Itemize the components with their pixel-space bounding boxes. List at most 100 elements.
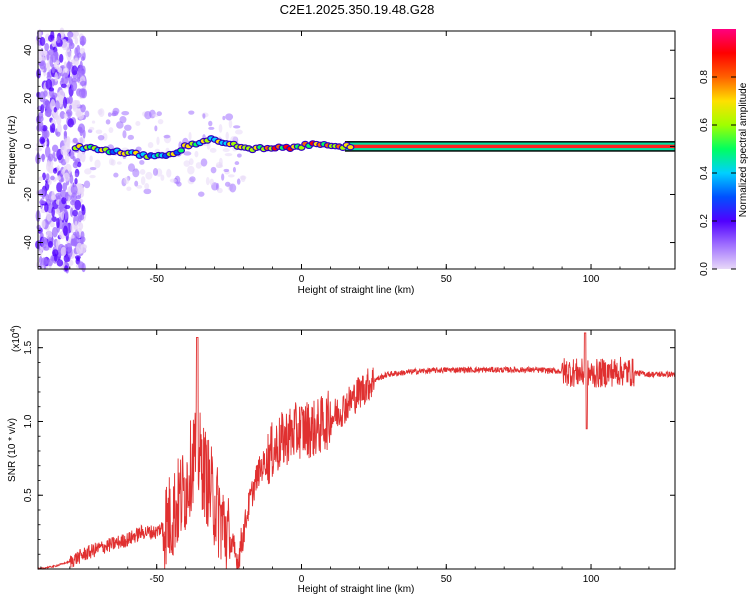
spectrogram-cell — [56, 35, 61, 44]
spectrogram-cell — [73, 57, 79, 66]
spectrogram-cell — [38, 249, 43, 257]
spectrogram-cell — [202, 113, 206, 119]
y-tick-label: 20 — [23, 92, 34, 104]
spectrogram-cell — [70, 234, 75, 240]
spectrogram-cell — [36, 224, 41, 230]
spectrogram-cell — [126, 186, 132, 192]
spectrogram-cell — [80, 56, 85, 61]
spectrogram-cell — [55, 208, 61, 214]
spectrogram-cell — [98, 108, 105, 117]
snr-y-label: SNR (10 * v/v) — [7, 418, 18, 482]
colorbar-tick-label: 0.0 — [699, 262, 710, 276]
ridge-core — [344, 144, 675, 149]
spectrogram-cell — [144, 110, 152, 120]
spectrogram-cell — [44, 110, 52, 117]
spectrogram-cell — [51, 206, 55, 218]
colorbar-ticks: 0.0 0.2 0.4 0.6 0.8 — [699, 70, 736, 276]
spectrogram-cell — [134, 180, 139, 187]
spectrogram-cell — [105, 119, 111, 125]
spectrogram-cell — [40, 138, 46, 144]
snr-y-axis: 0.5 1.0 1.5 — [23, 340, 675, 555]
spectrogram-cell — [69, 104, 73, 110]
spectrogram-cell — [240, 175, 246, 183]
spectrogram-cell — [74, 172, 79, 178]
spectrogram-cell — [77, 184, 83, 193]
spectrogram-cell — [51, 53, 57, 63]
spectrogram-cell — [75, 195, 82, 200]
x-tick-label: 50 — [441, 274, 453, 285]
y-tick-label: -40 — [23, 235, 34, 250]
spectrogram-cell — [79, 47, 86, 54]
spectrogram-cell — [80, 231, 85, 240]
spectrogram-cell — [70, 192, 77, 203]
spectrogram-cell — [68, 76, 73, 85]
ridge-cell — [347, 145, 354, 150]
spectrogram-panel: -50 0 50 100 -40 -20 0 20 40 Height of straight… — [7, 27, 676, 296]
spectrogram-cell — [157, 118, 164, 125]
spectrogram-cell — [208, 126, 215, 130]
spectrogram-cell — [89, 126, 95, 131]
spectrogram-cell — [60, 83, 67, 88]
spectrogram-cell — [63, 61, 67, 68]
spectrogram-cell — [47, 178, 52, 186]
spectrogram-cell — [78, 137, 85, 144]
spectrogram-cells — [35, 27, 247, 274]
spectrogram-cell — [71, 80, 78, 92]
spectrogram-cell — [45, 78, 53, 90]
spectrogram-cell — [70, 222, 74, 234]
x-tick-label: 100 — [583, 574, 600, 585]
spectrogram-cell — [209, 147, 217, 153]
spectrogram-cell — [38, 176, 44, 182]
spectrogram-cell — [136, 185, 143, 189]
spectrogram-cell — [49, 221, 55, 228]
spectrogram-cell — [56, 182, 63, 193]
spectrogram-cell — [71, 77, 78, 83]
spectrogram-cell — [108, 127, 114, 133]
spectrogram-cell — [119, 115, 127, 124]
spectrogram-cell — [56, 217, 60, 229]
spectrogram-cell — [95, 129, 103, 135]
spectrogram-cell — [76, 242, 83, 255]
spectrogram-cell — [51, 216, 57, 222]
spectrogram-cell — [63, 142, 71, 154]
spectrogram-cell — [72, 137, 78, 144]
spectrogram-cell — [210, 166, 217, 174]
spectrogram-cell — [54, 71, 58, 82]
spectrogram-cell — [46, 159, 54, 168]
spectrogram-cell — [41, 236, 48, 249]
y-tick-label: 1.5 — [23, 340, 34, 354]
spectrogram-cell — [46, 138, 50, 148]
spectrogram-cell — [132, 168, 140, 178]
spectrogram-cell — [222, 148, 230, 153]
spectrogram-cell — [68, 259, 74, 266]
spectrogram-cell — [38, 199, 46, 205]
spectrogram-cell — [156, 136, 160, 146]
spectrogram-cell — [58, 89, 65, 102]
spectrogram-cell — [77, 210, 83, 223]
spectrogram-cell — [176, 181, 182, 187]
colorbar-tick-label: 0.2 — [699, 214, 710, 228]
y-tick-label: -20 — [23, 187, 34, 202]
spectrogram-cell — [156, 111, 162, 117]
spectrogram-cell — [80, 151, 86, 163]
spectrogram-cell — [218, 124, 223, 133]
spectrogram-frame — [37, 30, 676, 270]
spectrogram-cell — [229, 183, 237, 193]
spectrogram-cell — [67, 31, 74, 38]
spectrogram-ridge — [71, 135, 675, 160]
spectrogram-cell — [224, 153, 233, 157]
spectrogram-cell — [234, 129, 243, 135]
snr-panel: -50 0 50 100 0.5 1.0 1.5 Height of straight l… — [7, 325, 676, 595]
spectrogram-cell — [47, 258, 53, 267]
spectrogram-cell — [64, 265, 69, 272]
spectrogram-cell — [41, 153, 45, 163]
spectrogram-cell — [66, 49, 72, 62]
spectrogram-cell — [107, 112, 112, 117]
spectrogram-cell — [56, 175, 61, 181]
spectrogram-cell — [51, 92, 58, 99]
spectrogram-cell — [78, 261, 85, 270]
spectrogram-cell — [200, 158, 208, 167]
spectrogram-cell — [143, 188, 152, 195]
spectrogram-cell — [46, 71, 51, 77]
x-tick-label: 0 — [299, 574, 305, 585]
